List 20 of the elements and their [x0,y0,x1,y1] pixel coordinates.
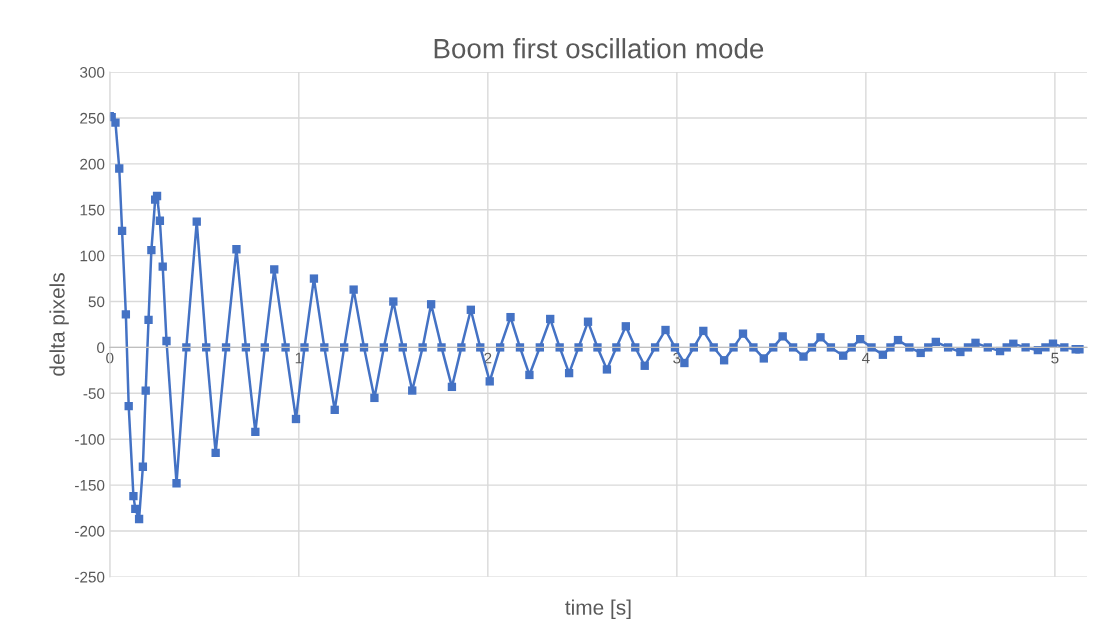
x-axis-title: time [s] [565,599,631,619]
y-axis-title: delta pixels [49,273,69,376]
chart-title: Boom first oscillation mode [434,38,764,59]
y-tick-label: -200 [75,525,105,537]
y-tick-label: -150 [75,479,105,491]
y-tick-label: -50 [83,388,105,399]
x-tick-label: 0 [106,352,114,364]
x-tick-label: 1 [295,352,303,364]
y-tick-label: -100 [75,434,105,445]
y-tick-label: 100 [80,250,105,262]
y-tick-label: 200 [80,158,105,170]
y-tick-label: 50 [88,296,105,308]
x-tick-label: 2 [484,352,492,364]
y-tick-label: -250 [75,571,105,583]
y-tick-label: 0 [97,342,105,354]
y-tick-label: 150 [80,204,105,216]
x-tick-label: 5 [1051,352,1059,364]
y-tick-label: 300 [80,66,105,78]
y-tick-label: 250 [80,112,105,124]
x-tick-label: 4 [861,352,870,364]
